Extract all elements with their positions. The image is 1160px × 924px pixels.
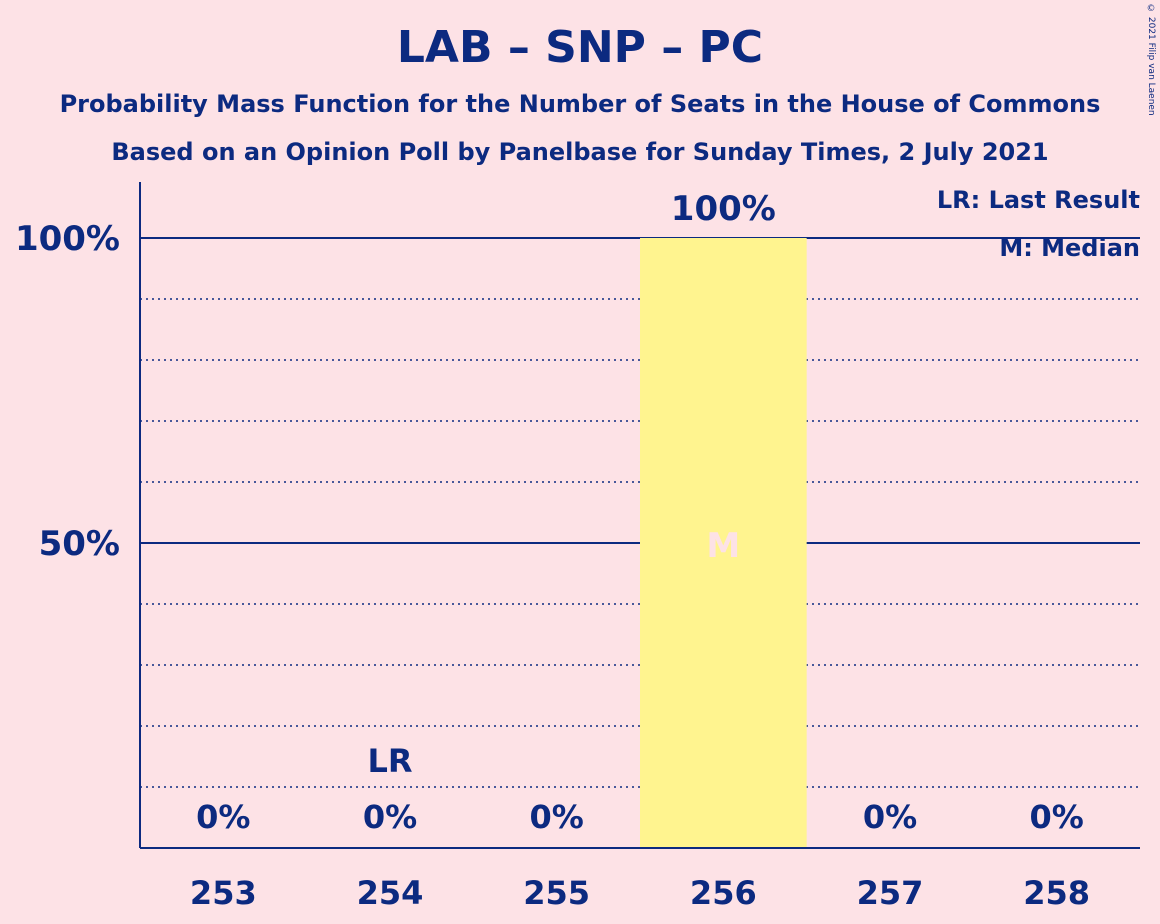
x-tick-label: 257 [857,874,924,912]
x-tick-label: 254 [357,874,424,912]
bar [640,238,807,848]
x-tick-label: 256 [690,874,757,912]
x-tick-label: 253 [190,874,257,912]
bar-value-label: 0% [863,798,917,836]
x-tick-label: 255 [523,874,590,912]
bar-value-label: 0% [363,798,417,836]
legend-last-result: LR: Last Result [936,186,1140,214]
bar-value-label: 0% [530,798,584,836]
copyright-notice: © 2021 Filip van Laenen [1146,4,1156,116]
bar-value-label: 0% [1030,798,1084,836]
y-tick-label: 100% [15,219,120,259]
chart-title: LAB – SNP – PC [396,22,764,73]
chart-subtitle: Probability Mass Function for the Number… [59,90,1101,118]
last-result-marker: LR [367,742,412,780]
bar-value-label: 0% [196,798,250,836]
y-tick-label: 50% [39,524,120,564]
chart-subtitle-source: Based on an Opinion Poll by Panelbase fo… [111,138,1049,166]
x-tick-label: 258 [1023,874,1090,912]
bar-value-label: 100% [671,189,776,229]
median-marker: M [706,526,740,566]
